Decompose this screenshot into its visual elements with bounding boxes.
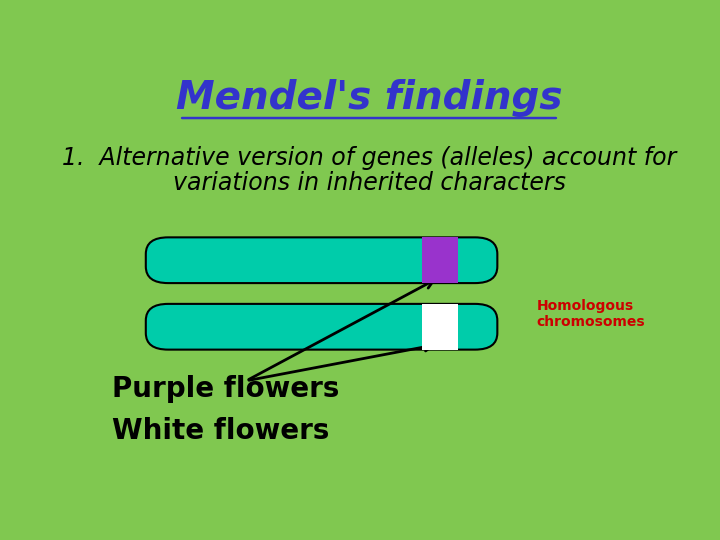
Text: White flowers: White flowers <box>112 417 330 445</box>
FancyBboxPatch shape <box>422 304 458 349</box>
Text: variations in inherited characters: variations in inherited characters <box>173 171 565 195</box>
FancyBboxPatch shape <box>145 238 498 283</box>
Text: Purple flowers: Purple flowers <box>112 375 340 403</box>
FancyBboxPatch shape <box>422 238 458 283</box>
FancyBboxPatch shape <box>145 304 498 349</box>
Text: Homologous
chromosomes: Homologous chromosomes <box>536 299 645 329</box>
Text: 1.  Alternative version of genes (alleles) account for: 1. Alternative version of genes (alleles… <box>62 146 676 170</box>
Text: Mendel's findings: Mendel's findings <box>176 79 562 117</box>
